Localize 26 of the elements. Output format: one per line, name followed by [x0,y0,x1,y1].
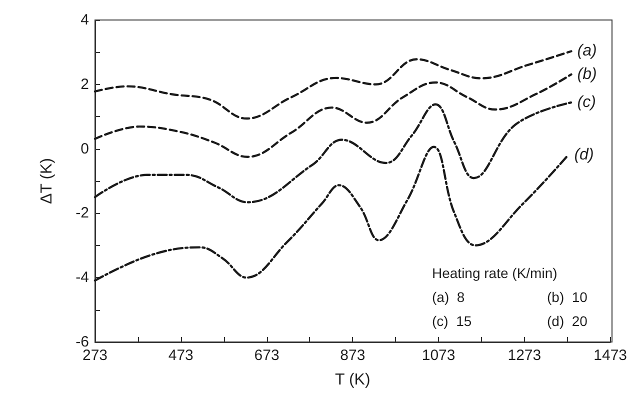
line-series [94,73,572,158]
annotation: Heating rate (K/min) [432,265,558,281]
annotation: (c) 15 [432,313,472,329]
line-series [94,146,570,282]
annotation: (a) 8 [432,289,465,305]
series-label: (a) [577,42,597,60]
y-tick-label: -2 [76,204,89,222]
y-tick-label: 0 [80,140,89,158]
x-tick-label: 1473 [594,347,628,364]
series-label: (b) [577,66,597,83]
x-tick-label: 1073 [422,347,456,364]
x-tick-label: 673 [254,347,280,364]
x-axis-title: T (K) [335,372,370,388]
y-axis-title: ΔT (K) [38,158,56,204]
line-series [94,101,572,204]
x-tick-label: 1273 [508,347,542,364]
y-tick-label: 4 [80,12,89,28]
series-label: (c) [577,94,596,111]
annotation: (b) 10 [547,289,588,305]
series-label: (d) [574,146,594,164]
x-tick-label: 473 [168,347,194,364]
line-series [94,50,572,120]
y-tick-label: 2 [80,76,89,93]
x-tick-label: 873 [340,347,366,364]
annotation: (d) 20 [547,313,588,329]
y-tick-label: -4 [76,269,89,286]
